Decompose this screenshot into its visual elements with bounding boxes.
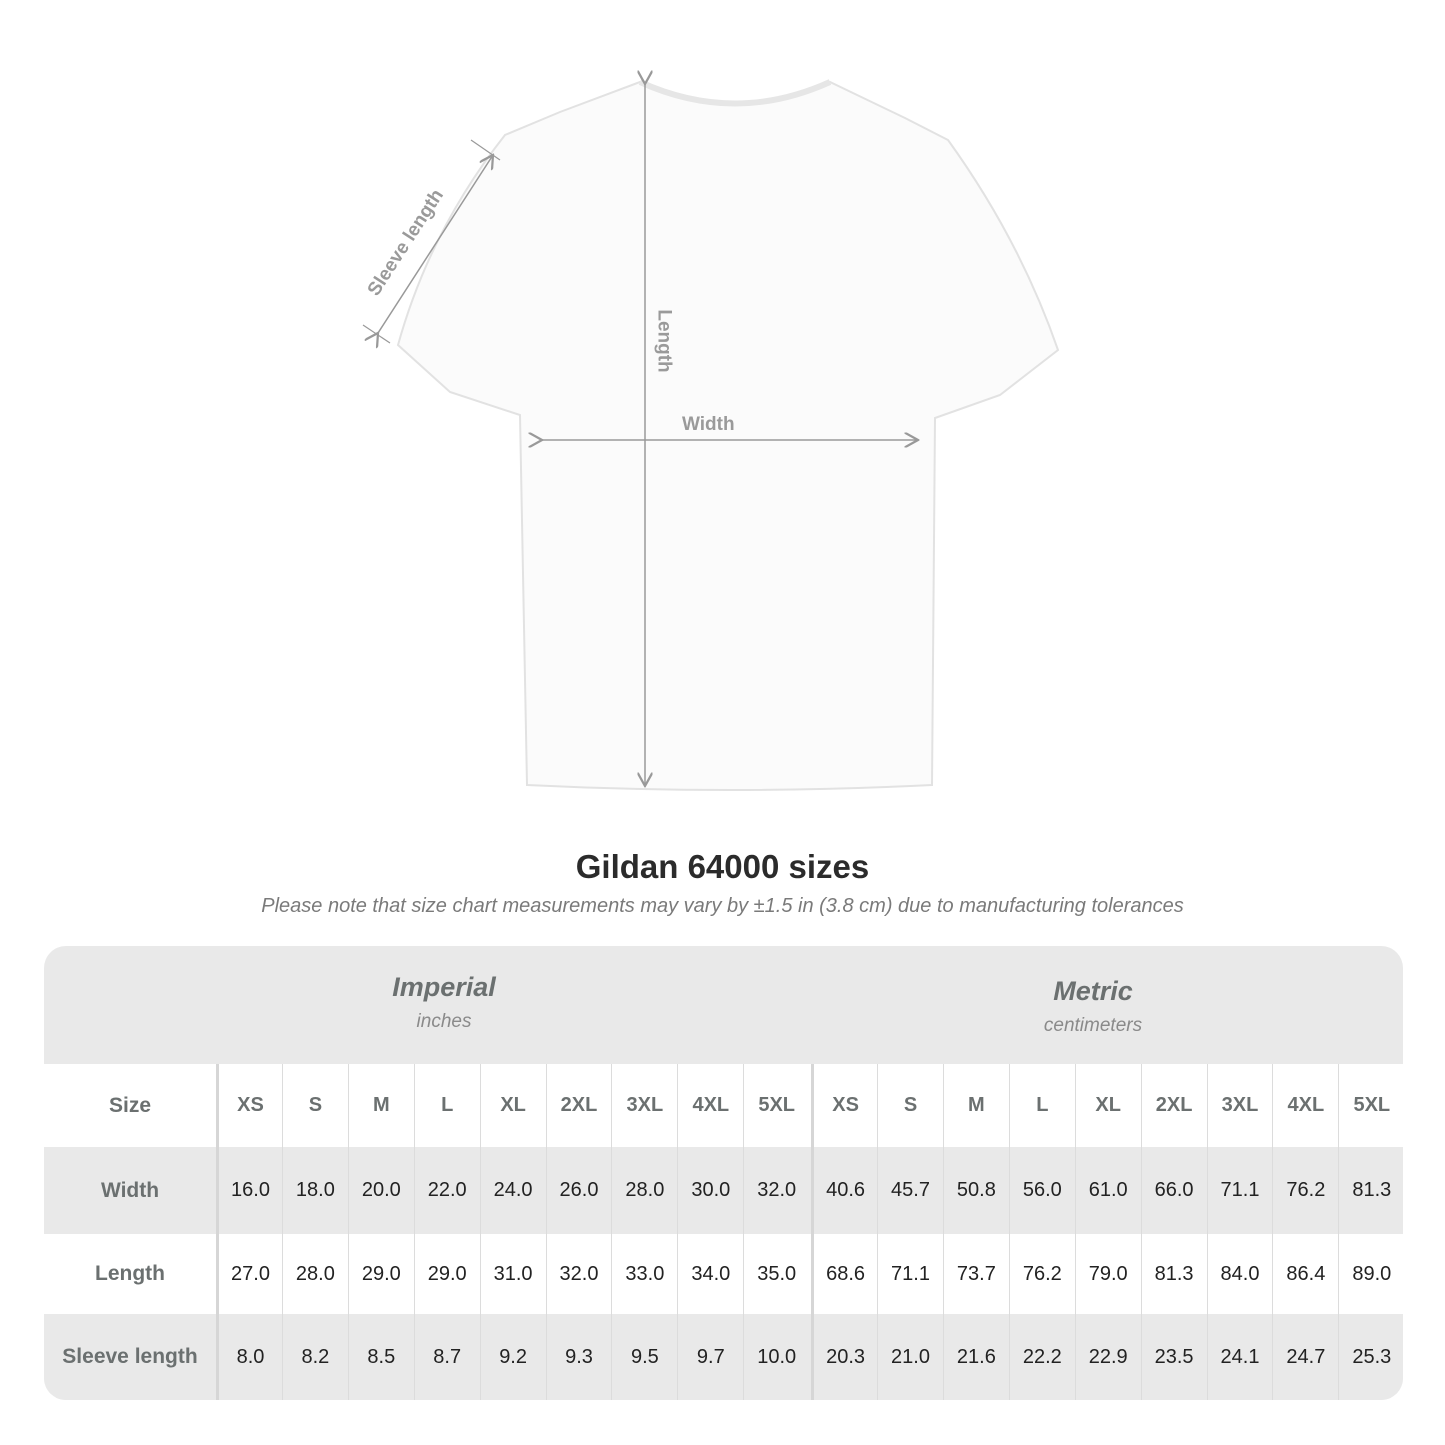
value-cell-imperial: 29.0 bbox=[413, 1234, 480, 1314]
value-cell-metric: 71.1 bbox=[877, 1234, 943, 1314]
table-row: Sleeve length 8.0 8.2 8.5 8.7 9.2 9.3 9.5 9.7 10.… bbox=[44, 1314, 1403, 1400]
value-cell-imperial: 34.0 bbox=[677, 1234, 743, 1314]
value-cell-imperial: 16.0 bbox=[216, 1147, 282, 1234]
value-cell-imperial: 29.0 bbox=[347, 1234, 414, 1314]
value-cell-metric: 76.2 bbox=[1008, 1234, 1075, 1314]
size-header-imperial: S bbox=[281, 1064, 348, 1147]
value-cell-imperial: 8.5 bbox=[347, 1314, 414, 1400]
value-cell-metric: 79.0 bbox=[1074, 1234, 1141, 1314]
value-cell-metric: 81.3 bbox=[1338, 1147, 1403, 1234]
value-cell-metric: 56.0 bbox=[1008, 1147, 1075, 1234]
value-cell-imperial: 30.0 bbox=[677, 1147, 743, 1234]
value-cell-metric: 81.3 bbox=[1140, 1234, 1207, 1314]
value-cell-imperial: 27.0 bbox=[216, 1234, 282, 1314]
value-cell-imperial: 10.0 bbox=[743, 1314, 809, 1400]
size-header-metric: L bbox=[1008, 1064, 1075, 1147]
value-cell-metric: 21.6 bbox=[942, 1314, 1009, 1400]
value-cell-metric: 50.8 bbox=[942, 1147, 1009, 1234]
tolerance-note: Please note that size chart measurements… bbox=[261, 895, 1184, 917]
width-label: Width bbox=[682, 414, 735, 435]
size-header-imperial: M bbox=[347, 1064, 414, 1147]
size-header-metric: 3XL bbox=[1206, 1064, 1273, 1147]
value-cell-metric: 71.1 bbox=[1206, 1147, 1273, 1234]
value-cell-imperial: 35.0 bbox=[743, 1234, 809, 1314]
imperial-title: Imperial bbox=[392, 972, 496, 1002]
value-cell-imperial: 9.7 bbox=[677, 1314, 743, 1400]
value-cell-metric: 22.9 bbox=[1074, 1314, 1141, 1400]
row-label: Width bbox=[100, 1178, 160, 1202]
tshirt-illustration bbox=[362, 0, 1060, 791]
value-cell-metric: 84.0 bbox=[1206, 1234, 1273, 1314]
size-header-imperial: L bbox=[413, 1064, 480, 1147]
value-cell-imperial: 8.0 bbox=[216, 1314, 282, 1400]
value-cell-metric: 73.7 bbox=[942, 1234, 1009, 1314]
size-header-metric: M bbox=[942, 1064, 1009, 1147]
size-header-metric: 5XL bbox=[1338, 1064, 1403, 1147]
row-label: Sleeve length bbox=[62, 1345, 198, 1368]
value-cell-imperial: 28.0 bbox=[281, 1234, 348, 1314]
value-cell-metric: 21.0 bbox=[877, 1314, 943, 1400]
table-row: Length 27.0 28.0 29.0 29.0 31.0 32.0 33.0 34.0 35… bbox=[44, 1234, 1403, 1314]
row-label: Size bbox=[108, 1093, 152, 1117]
imperial-unit: inches bbox=[416, 1011, 472, 1032]
value-cell-imperial: 28.0 bbox=[611, 1147, 677, 1234]
value-cell-metric: 20.3 bbox=[811, 1314, 877, 1400]
value-cell-imperial: 31.0 bbox=[479, 1234, 546, 1314]
value-cell-imperial: 18.0 bbox=[281, 1147, 348, 1234]
value-cell-imperial: 26.0 bbox=[545, 1147, 612, 1234]
sleeve-length-line bbox=[378, 155, 493, 333]
size-header-imperial: 2XL bbox=[545, 1064, 612, 1147]
value-cell-imperial: 33.0 bbox=[611, 1234, 677, 1314]
value-cell-metric: 22.2 bbox=[1008, 1314, 1075, 1400]
size-header-imperial: XL bbox=[479, 1064, 546, 1147]
value-cell-metric: 45.7 bbox=[877, 1147, 943, 1234]
metric-header: Metric centimeters bbox=[810, 946, 1376, 1064]
value-cell-metric: 68.6 bbox=[811, 1234, 877, 1314]
size-header-metric: XL bbox=[1074, 1064, 1141, 1147]
value-cell-metric: 66.0 bbox=[1140, 1147, 1207, 1234]
value-cell-metric: 25.3 bbox=[1338, 1314, 1403, 1400]
page-title: Gildan 64000 sizes bbox=[575, 848, 870, 885]
value-cell-imperial: 32.0 bbox=[743, 1147, 809, 1234]
imperial-header: Imperial inches bbox=[216, 946, 672, 1064]
size-header-metric: 4XL bbox=[1272, 1064, 1338, 1147]
value-cell-metric: 40.6 bbox=[811, 1147, 877, 1234]
size-header-row: Size XS S M L XL 2XL 3XL 4XL 5XL XS S M L XL 2XL 3XL 4XL 5… bbox=[44, 1064, 1403, 1147]
value-cell-imperial: 32.0 bbox=[545, 1234, 612, 1314]
metric-title: Metric bbox=[1053, 976, 1133, 1006]
value-cell-imperial: 8.7 bbox=[413, 1314, 480, 1400]
value-cell-imperial: 9.5 bbox=[611, 1314, 677, 1400]
size-header-imperial: 3XL bbox=[611, 1064, 677, 1147]
value-cell-imperial: 20.0 bbox=[347, 1147, 414, 1234]
value-cell-imperial: 24.0 bbox=[479, 1147, 546, 1234]
value-cell-imperial: 9.2 bbox=[479, 1314, 546, 1400]
value-cell-metric: 24.1 bbox=[1206, 1314, 1273, 1400]
length-label: Length bbox=[653, 309, 675, 373]
size-header-imperial: 5XL bbox=[743, 1064, 809, 1147]
metric-unit: centimeters bbox=[1043, 1015, 1143, 1036]
size-header-imperial: 4XL bbox=[677, 1064, 743, 1147]
size-header-metric: 2XL bbox=[1140, 1064, 1207, 1147]
size-header-imperial: XS bbox=[216, 1064, 282, 1147]
value-cell-metric: 89.0 bbox=[1338, 1234, 1403, 1314]
size-header-metric: XS bbox=[811, 1064, 877, 1147]
value-cell-metric: 24.7 bbox=[1272, 1314, 1338, 1400]
size-table: Imperial inches Metric centimeters Size X… bbox=[44, 946, 1403, 1400]
size-header-metric: S bbox=[877, 1064, 943, 1147]
value-cell-metric: 23.5 bbox=[1140, 1314, 1207, 1400]
value-cell-metric: 86.4 bbox=[1272, 1234, 1338, 1314]
value-cell-metric: 61.0 bbox=[1074, 1147, 1141, 1234]
value-cell-metric: 76.2 bbox=[1272, 1147, 1338, 1234]
tshirt-shape bbox=[396, 80, 1060, 791]
value-cell-imperial: 22.0 bbox=[413, 1147, 480, 1234]
value-cell-imperial: 9.3 bbox=[545, 1314, 612, 1400]
value-cell-imperial: 8.2 bbox=[281, 1314, 348, 1400]
row-label: Length bbox=[95, 1262, 165, 1285]
table-row: Width 16.0 18.0 20.0 22.0 24.0 26.0 28.0 30.0 32.… bbox=[44, 1147, 1403, 1234]
